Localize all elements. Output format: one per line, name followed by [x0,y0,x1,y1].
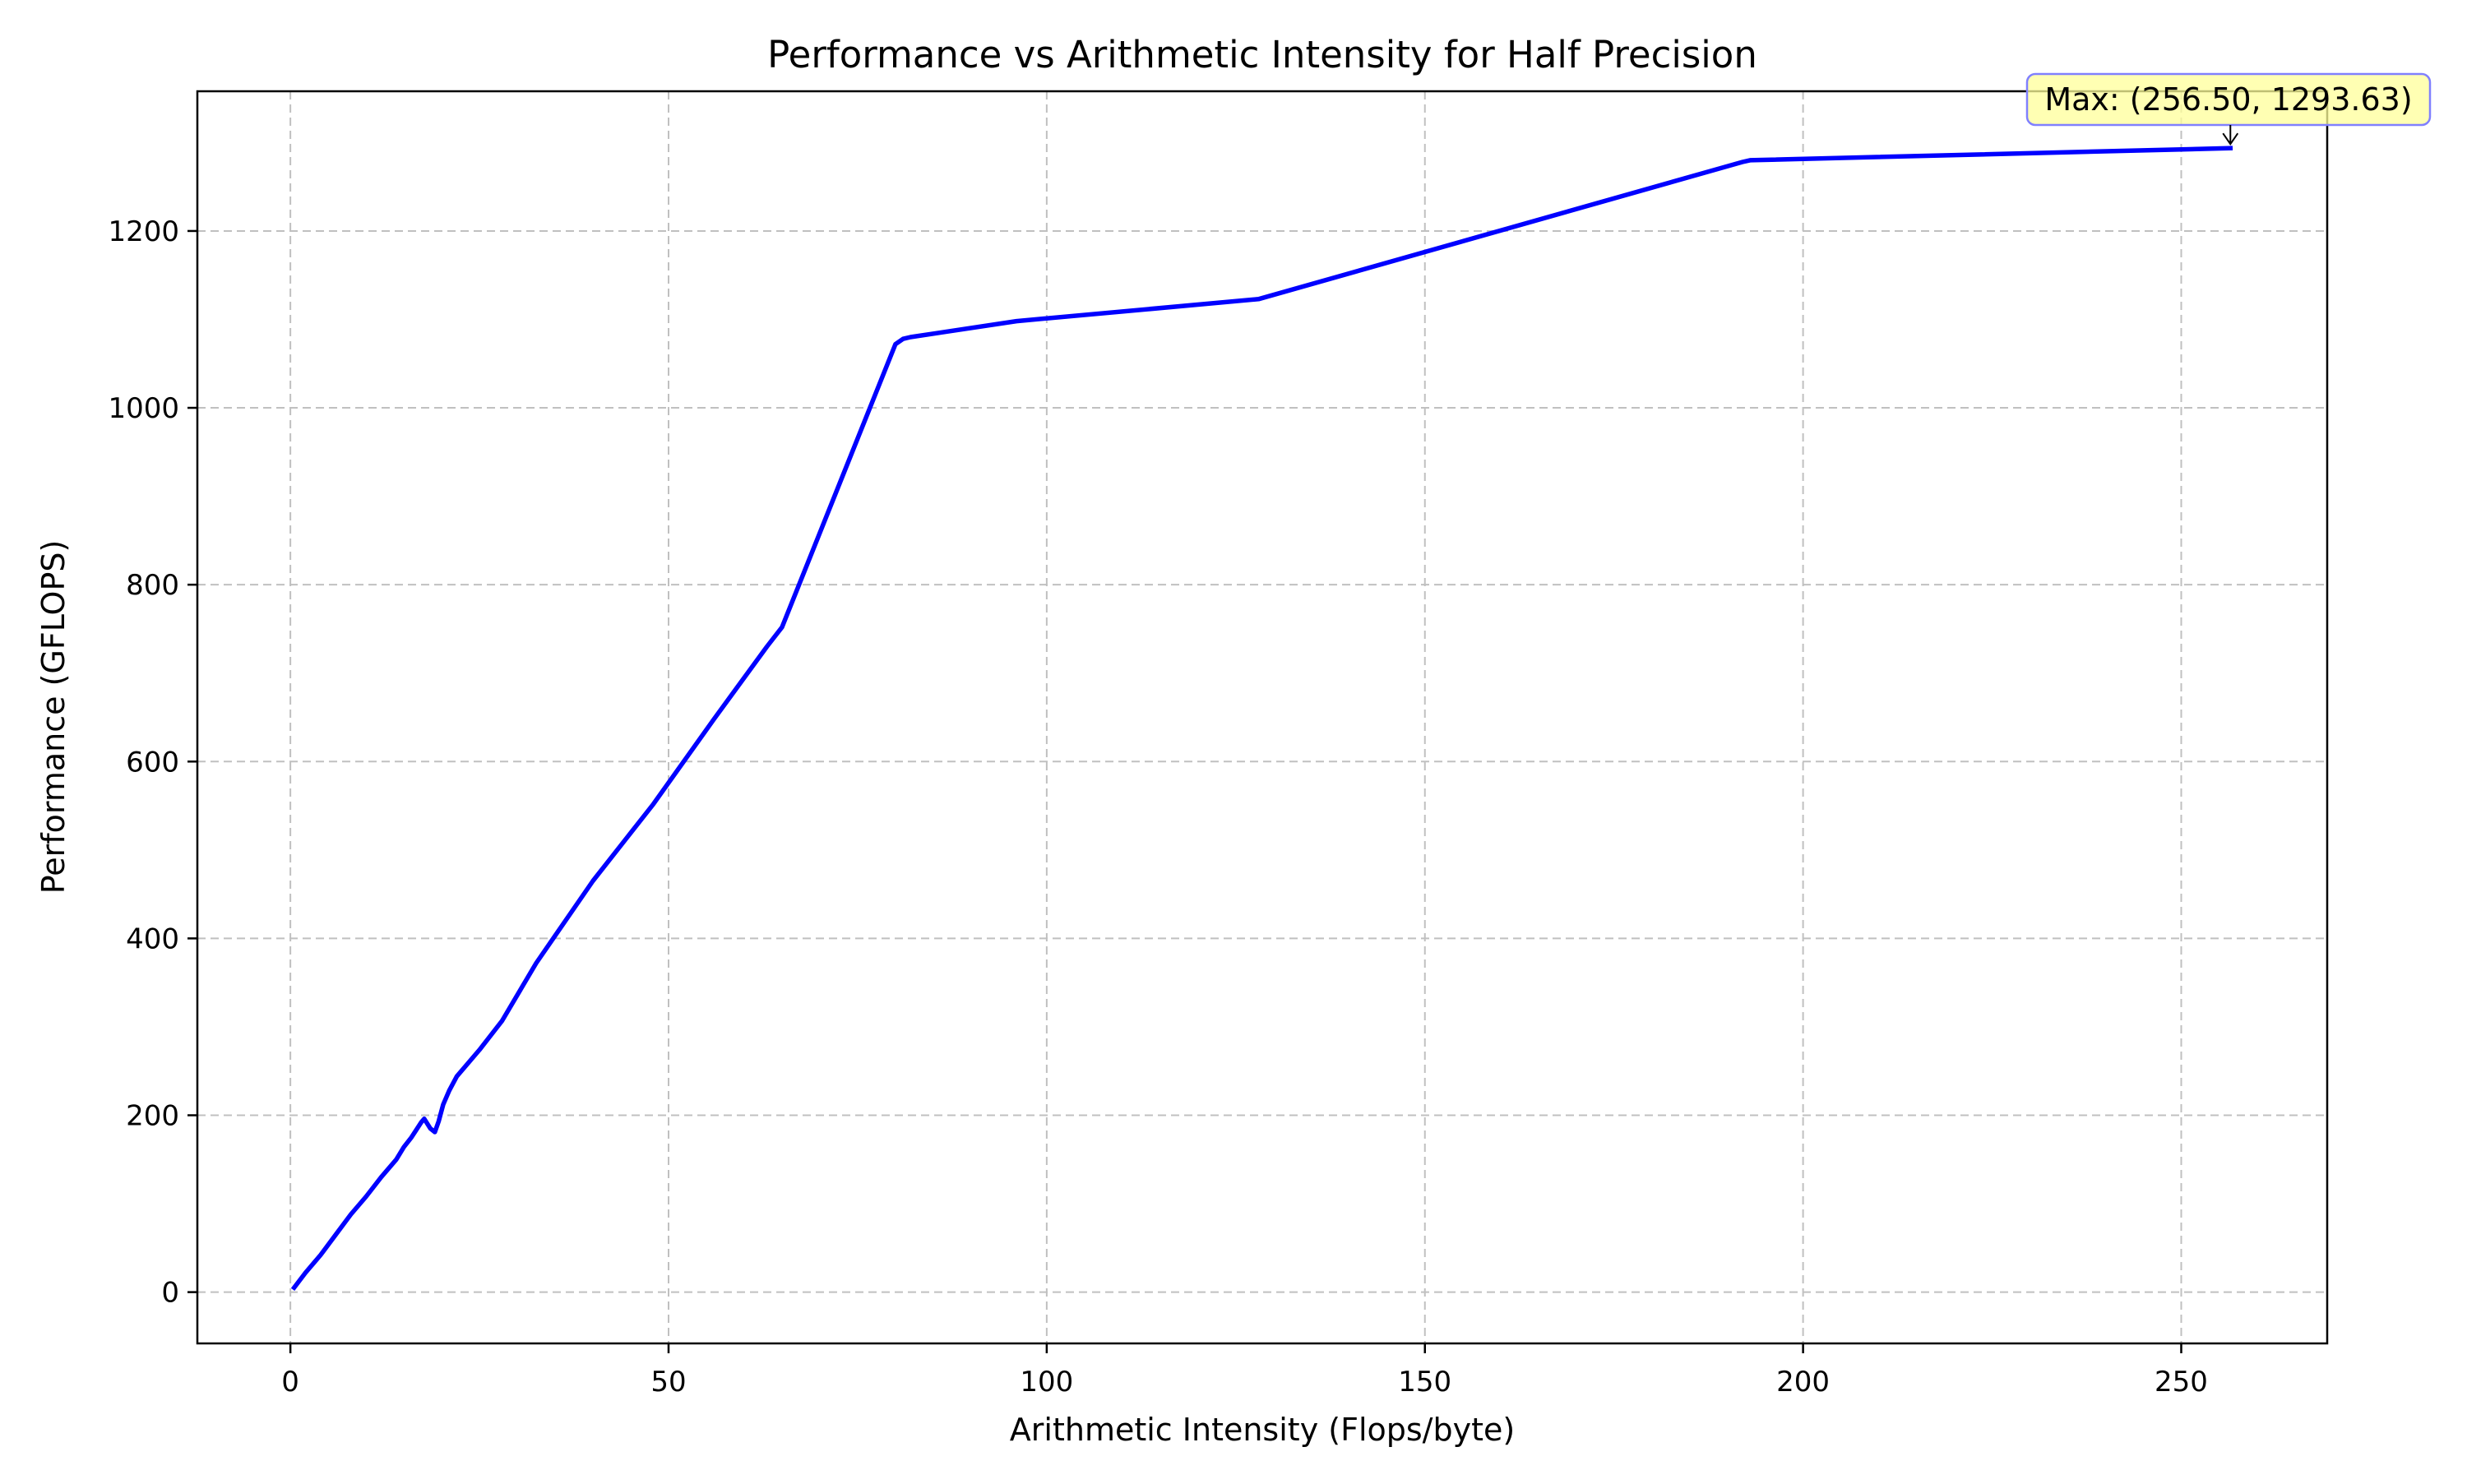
annotation-box [2025,72,2432,127]
annotation-arrowhead [2222,132,2239,146]
y-tick-label: 1000 [108,392,179,425]
max-annotation: Max: (256.50, 1293.63) [2025,72,2432,146]
series-layer [290,146,2233,1292]
x-tick-label: 150 [1398,1366,1451,1398]
x-axis-ticks: 0 50 100 150 200 250 [281,1343,2208,1398]
y-tick-label: 1200 [108,215,179,248]
x-tick-label: 250 [2155,1366,2208,1398]
x-tick-label: 50 [650,1366,686,1398]
annotation-text: Max: (256.50, 1293.63) [2044,81,2412,118]
chart-title: Performance vs Arithmetic Intensity for … [767,33,1757,76]
x-tick-label: 200 [1776,1366,1830,1398]
x-tick-label: 100 [1020,1366,1073,1398]
y-axis-title: Performance (GFLOPS) [35,540,72,895]
y-tick-label: 400 [126,922,179,955]
y-tick-label: 0 [161,1277,179,1310]
series-line [290,146,2233,1292]
plot-frame [196,90,2329,1345]
grid-lines [197,91,2327,1343]
y-tick-label: 800 [126,569,179,602]
x-tick-label: 0 [281,1366,299,1398]
y-axis-ticks: 0 200 400 600 800 1000 1200 [108,215,197,1310]
y-tick-label: 600 [126,746,179,779]
x-axis-title: Arithmetic Intensity (Flops/byte) [1010,1412,1515,1448]
y-tick-label: 200 [126,1100,179,1133]
